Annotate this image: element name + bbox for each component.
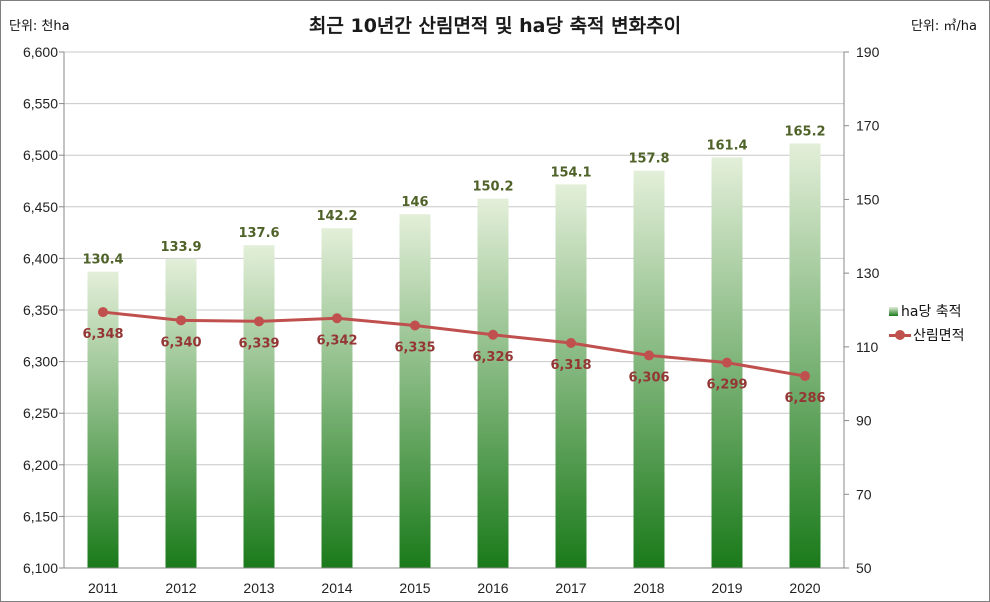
bar [477,198,509,569]
axes: 6,100 6,150 6,200 6,250 6,300 6,350 6,400 6,450… [23,44,880,596]
legend: ha당 축적 산림면적 [889,299,965,347]
left-tick-label: 6,250 [23,405,58,421]
legend-bar-swatch [889,306,898,316]
left-tick-label: 6,450 [23,199,58,215]
bar [789,143,821,569]
left-tick-label: 6,400 [23,250,58,266]
line-point [566,338,576,349]
line-data-label: 6,286 [784,391,825,406]
left-tick-label: 6,150 [23,508,58,524]
line-data-label: 6,340 [160,335,201,350]
left-tick-label: 6,550 [23,96,58,112]
right-tick-label: 90 [856,413,872,429]
right-tick-label: 70 [856,486,872,502]
left-tick-label: 6,300 [23,354,58,370]
left-axis-unit: 단위: 천ha [9,19,70,34]
line-data-label: 6,335 [394,340,435,355]
left-tick-label: 6,200 [23,457,58,473]
right-tick-label: 110 [856,339,879,355]
bar [633,170,665,568]
bar [321,228,353,569]
line-point [332,313,342,324]
x-tick-label: 2020 [789,580,820,596]
line-point [410,320,420,331]
series-line [102,310,806,378]
line-point [800,371,810,382]
line-point [254,316,264,327]
bar-data-label: 150.2 [472,180,513,195]
x-tick-label: 2014 [321,580,352,596]
right-tick-label: 130 [856,265,880,281]
bar-data-label: 161.4 [706,138,747,153]
line-data-label: 6,318 [550,358,591,373]
right-tick-label: 190 [856,44,880,60]
x-tick-label: 2018 [633,580,664,596]
bar-data-label: 157.8 [628,152,669,167]
x-tick-label: 2013 [243,580,274,596]
legend-line-label: 산림면적 [913,328,965,344]
line-data-label: 6,339 [238,336,279,351]
line-data-label: 6,299 [706,378,747,393]
line-point [98,307,108,318]
bar-data-label: 137.6 [238,226,279,241]
bar-data-label: 165.2 [784,124,825,139]
right-tick-label: 170 [856,118,880,134]
line-data-label: 6,326 [472,350,513,365]
bar-data-label: 146 [401,195,428,210]
x-tick-label: 2019 [711,580,742,596]
bar [87,271,119,568]
line-point [644,350,654,361]
bar-data-label: 133.9 [160,240,201,255]
legend-line-swatch [889,330,911,340]
bar-series [87,143,821,569]
line-series [98,307,810,382]
bar-data-label: 154.1 [550,165,591,180]
right-tick-label: 150 [856,191,880,207]
legend-bar-label: ha당 축적 [901,304,962,320]
x-tick-label: 2016 [477,580,508,596]
right-tick-label: 50 [856,560,872,576]
right-axis-unit: 단위: ㎥/ha [910,19,977,34]
left-tick-label: 6,100 [23,560,58,576]
legend-item-bar: ha당 축적 [889,299,965,323]
bar [165,258,197,568]
line-data-label: 6,306 [628,370,669,385]
bar [243,245,275,569]
bar [399,214,431,568]
x-tick-label: 2017 [555,580,586,596]
x-tick-label: 2011 [88,580,118,596]
line-data-label: 6,348 [82,327,123,342]
left-tick-label: 6,600 [23,44,58,60]
line-point [176,315,186,326]
left-tick-label: 6,500 [23,147,58,163]
bar-data-label: 130.4 [82,253,123,268]
line-point [488,329,498,340]
legend-item-line: 산림면적 [889,323,965,347]
bar [555,184,587,568]
x-tick-label: 2015 [399,580,430,596]
line-data-label: 6,342 [316,333,357,348]
data-labels: 130.4 133.9 137.6 142.2 146 150.2 154.1 157.8 16… [82,124,825,406]
chart-title: 최근 10년간 산림면적 및 ha당 축적 변화추이 [308,15,682,37]
x-tick-label: 2012 [165,580,196,596]
left-tick-label: 6,350 [23,302,58,318]
bar-data-label: 142.2 [316,209,357,224]
line-point [722,357,732,368]
